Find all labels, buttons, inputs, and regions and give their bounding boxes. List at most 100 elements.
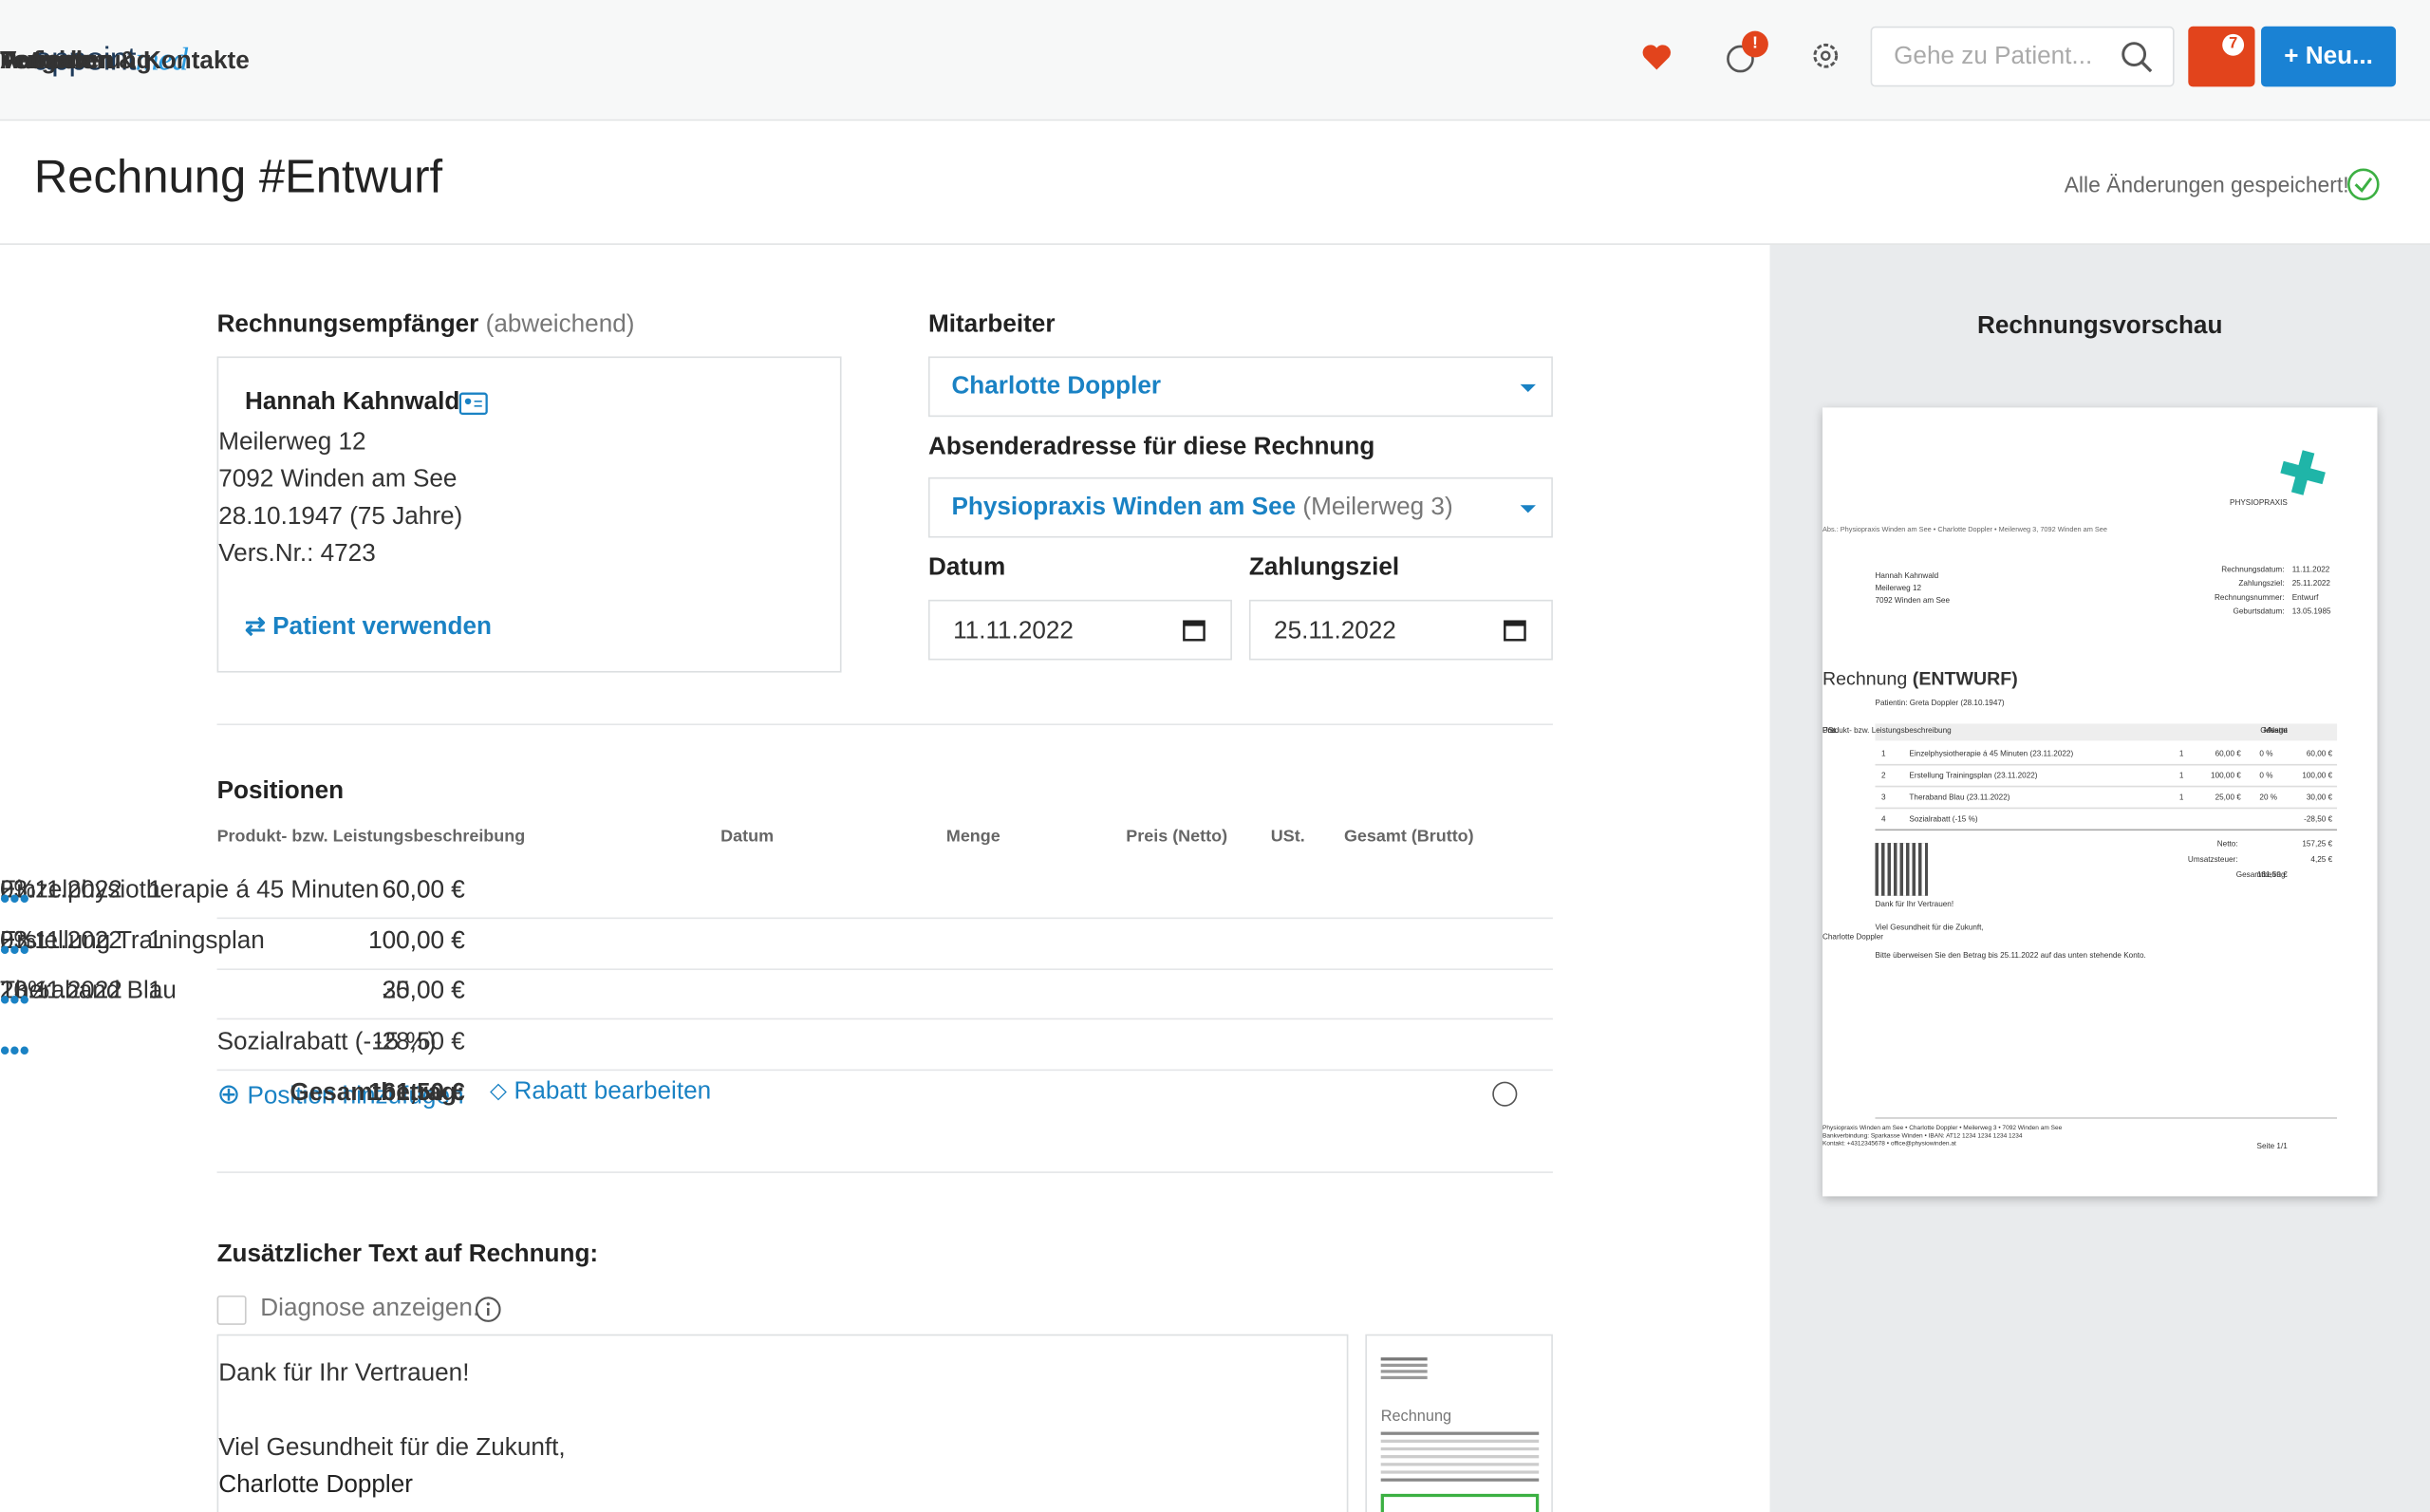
extra-text-editor[interactable]: Dank für Ihr Vertrauen! Viel Gesundheit f… — [216, 1334, 1349, 1512]
notification-badge: 7 — [2222, 33, 2245, 56]
diagnosis-checkbox[interactable] — [216, 1295, 247, 1325]
employee-value: Charlotte Doppler — [951, 373, 1162, 401]
nav-link[interactable]: Patienten & Kontakte — [0, 47, 250, 75]
notifications-button[interactable]: 7 — [2188, 26, 2255, 87]
doc-cell: 1 — [2178, 772, 2184, 781]
item-description: Theraband Blau — [0, 978, 177, 1004]
row-menu[interactable]: ••• — [0, 883, 29, 915]
search-placeholder: Gehe zu Patient... — [1894, 43, 2093, 70]
saved-icon — [2346, 168, 2380, 201]
doc-cell: 1 — [2178, 750, 2184, 759]
item-total: 60,00 € — [382, 877, 465, 904]
nav-link[interactable]: Verrechnung — [0, 47, 152, 75]
address-line: 7092 Winden am See — [1875, 596, 1951, 607]
date-label: Datum — [927, 554, 1006, 582]
item-date: 23.11.2022 — [0, 978, 122, 1004]
doc-cell: 60,00 € — [2306, 750, 2333, 759]
doc-cell: Produkt- bzw. Leistungsbeschreibung — [1822, 726, 1952, 737]
due-input[interactable]: 25.11.2022 — [1248, 599, 1553, 661]
calendar-icon — [1504, 620, 1526, 642]
search-box[interactable]: Gehe zu Patient... — [1870, 26, 2175, 87]
card-icon[interactable] — [458, 392, 488, 416]
doc-closing: Charlotte Doppler — [1822, 932, 1883, 943]
row-divider — [216, 1069, 1553, 1072]
doc-cell: USt. — [1822, 726, 1838, 737]
favorites-icon[interactable] — [1641, 44, 1673, 71]
logo-a: appoint — [33, 42, 137, 78]
item-vat: 0% — [0, 927, 36, 955]
address-line: Meilerweg 12 — [1875, 584, 1922, 594]
doc-cell: 1 — [1881, 750, 1886, 759]
item-date: 23.11.2022 — [0, 927, 122, 955]
sender-value: Physiopraxis Winden am See — [951, 494, 1297, 521]
logo-b: med — [135, 40, 188, 78]
doc-footer: Kontakt: +4312345678 • office@physiowind… — [1822, 1138, 1956, 1148]
doc-cell: Theraband Blau (23.11.2022) — [1909, 793, 2010, 803]
doc-row-divider — [1875, 829, 2338, 831]
doc-heading: Rechnung (ENTWURF) — [1822, 668, 2018, 690]
info-icon[interactable] — [475, 1296, 502, 1323]
extra-title: Zusätzlicher Text auf Rechnung: — [216, 1241, 599, 1268]
settings-icon[interactable] — [1810, 40, 1841, 71]
logo[interactable]: appointmed — [33, 40, 188, 79]
caret — [1520, 505, 1536, 513]
total-value: 161,50 € — [368, 1079, 465, 1107]
nav-link[interactable]: Termine — [0, 47, 95, 75]
top-nav: appointmed ! Gehe zu Patient... 7 + Neu.… — [0, 0, 2430, 121]
doc-total-value: 161,50 € — [2257, 870, 2288, 881]
row-divider — [216, 1017, 1553, 1020]
invoice-preview[interactable]: PHYSIOPRAXIS Abs.: Physiopraxis Winden am… — [1822, 407, 2378, 1197]
due-label: Zahlungsziel — [1248, 554, 1400, 582]
doc-total-value: 4,25 € — [2310, 855, 2333, 866]
info-icon — [1492, 1081, 1518, 1107]
nav-link[interactable]: Aufgaben — [0, 47, 115, 75]
layout-thumbnail[interactable]: Rechnung — [1365, 1334, 1553, 1512]
doc-row-divider — [1875, 785, 2338, 788]
doc-patient: Patientin: Greta Doppler (28.10.1947) — [1875, 699, 2005, 709]
sender-select[interactable]: Physiopraxis Winden am See (Meilerweg 3) — [927, 476, 1553, 538]
doc-row-divider — [1875, 807, 2338, 810]
doc-cell: 60,00 € — [2215, 750, 2241, 759]
row-menu[interactable]: ••• — [0, 934, 29, 966]
doc-cell: Einzelphysiotherapie á 45 Minuten (23.11… — [1909, 750, 2074, 759]
row-menu[interactable]: ••• — [0, 983, 29, 1016]
doc-cell: 1 — [2178, 793, 2184, 803]
brand-logo — [2280, 450, 2326, 495]
column-header: Preis (Netto) — [1126, 827, 1228, 847]
search-icon — [2122, 42, 2153, 73]
positions-title: Positionen — [216, 777, 345, 805]
doc-heading-part: (ENTWURF) — [1912, 667, 2018, 690]
edit-discount-text: Rabatt bearbeiten — [514, 1078, 712, 1106]
meta-label: Rechnungsdatum: — [2221, 565, 2285, 575]
help-icon[interactable] — [1725, 42, 1759, 76]
item-quantity: 1 — [147, 927, 162, 955]
preview-title: Rechnungsvorschau — [1977, 312, 2223, 340]
doc-cell: 30,00 € — [2306, 793, 2333, 803]
column-header: Gesamt (Brutto) — [1343, 827, 1474, 847]
meta-label: Rechnungsnummer: — [2215, 593, 2285, 604]
employee-select[interactable]: Charlotte Doppler — [927, 356, 1553, 418]
item-quantity: 1 — [147, 978, 162, 1004]
recipient-line: 7092 Winden am See — [218, 466, 458, 494]
use-patient-link[interactable]: ⇄ Patient verwenden — [244, 613, 492, 641]
column-header: USt. — [1270, 827, 1305, 847]
edit-discount[interactable]: ⬦ Rabatt bearbeiten — [489, 1078, 712, 1106]
doc-cell: 100,00 € — [2302, 772, 2333, 781]
doc-cell: 2 — [1881, 772, 1886, 781]
new-button[interactable]: + Neu... — [2261, 26, 2397, 87]
divider — [216, 1171, 1553, 1173]
divider — [216, 723, 1553, 726]
doc-closing: Bitte überweisen Sie den Betrag bis 25.1… — [1875, 951, 2146, 961]
doc-total-label: Gesamtbetrag: — [2235, 870, 2288, 881]
row-menu[interactable]: ••• — [0, 1035, 29, 1067]
add-position[interactable]: ⊕ Position hinzufügen — [216, 1078, 464, 1110]
meta-value: 13.05.1985 — [2291, 607, 2331, 617]
doc-closing: Dank für Ihr Vertrauen! — [1875, 900, 1954, 910]
date-input[interactable]: 11.11.2022 — [927, 599, 1232, 661]
doc-footer: Physiopraxis Winden am See • Charlotte D… — [1822, 1123, 2063, 1131]
date-value: 11.11.2022 — [953, 618, 1074, 645]
doc-footer: Bankverbindung: Sparkasse Winden • IBAN:… — [1822, 1130, 2023, 1139]
doc-cell: 4 — [1881, 814, 1886, 825]
item-total: 30,00 € — [382, 978, 465, 1004]
